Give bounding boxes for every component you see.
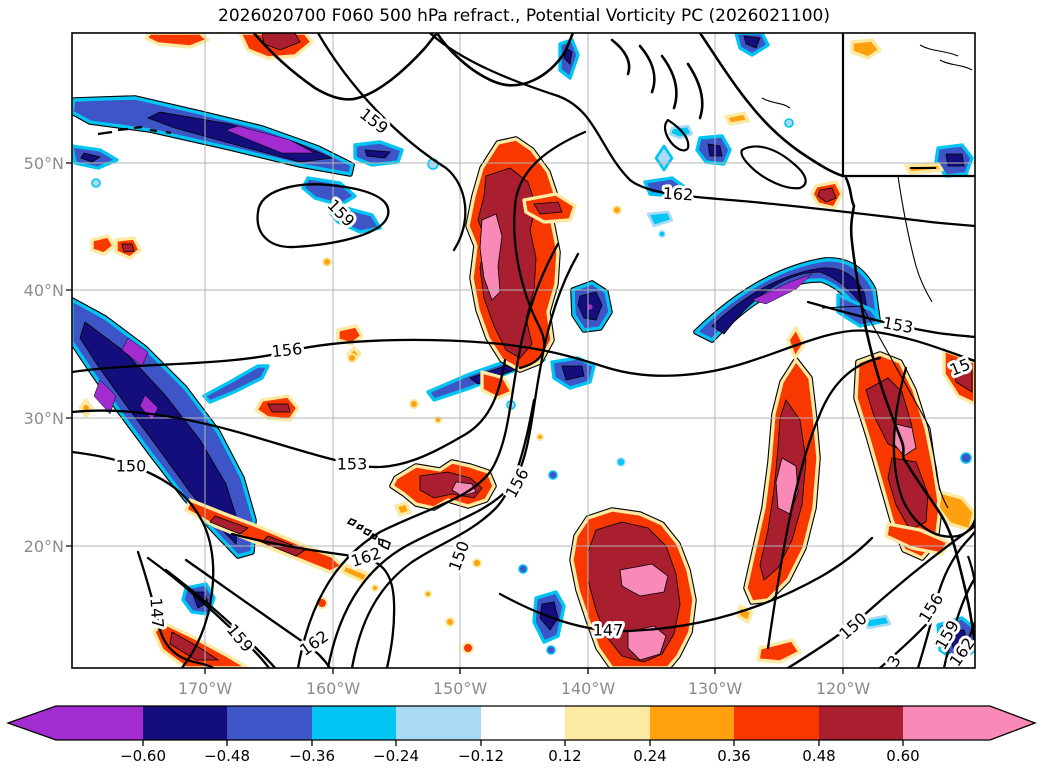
contour-label: 162 [662, 184, 693, 205]
colorbar-tick-label: −0.60 [120, 747, 166, 765]
colorbar-tick-label: 0.60 [886, 747, 919, 765]
contour-label: 153 [337, 455, 368, 474]
hawaii-islands [346, 518, 391, 551]
colorbar-tick-label: 0.36 [717, 747, 750, 765]
x-tick-label: 120°W [816, 679, 871, 698]
contour-label: 156 [271, 339, 303, 361]
plot-frame [71, 32, 976, 669]
x-axis-labels: 170°W 160°W 150°W 140°W 130°W 120°W [178, 679, 871, 698]
y-tick-label: 50°N [24, 154, 64, 173]
contour-label: 159 [356, 104, 392, 138]
colorbar-segment [481, 706, 565, 740]
y-axis-labels: 50°N 40°N 30°N 20°N [24, 154, 64, 556]
colorbar-segment [819, 706, 903, 740]
x-tick-label: 140°W [561, 679, 616, 698]
height-contours [72, 33, 975, 668]
positive-pv-regions [78, 33, 975, 668]
y-tick-label: 30°N [24, 409, 64, 428]
colorbar-tick-label: −0.12 [458, 747, 504, 765]
colorbar-segment [312, 706, 396, 740]
y-tick-label: 20°N [24, 537, 64, 556]
colorbar-tick-label: −0.48 [204, 747, 250, 765]
contour-label: 147 [593, 621, 624, 640]
colorbar-tick-label: −0.24 [373, 747, 419, 765]
plot-title: 2026020700 F060 500 hPa refract., Potent… [218, 6, 830, 26]
y-tick-label: 40°N [24, 281, 64, 300]
colorbar-outline [6, 705, 1037, 741]
colorbar-arrow-low [8, 706, 143, 740]
colorbar-segment [734, 706, 819, 740]
x-tick-label: 150°W [433, 679, 488, 698]
map-plot-area: 159 159 162 156 153 15 150 153 156 162 1… [72, 33, 975, 668]
x-tick-label: 170°W [178, 679, 233, 698]
colorbar-ticks [142, 740, 904, 746]
colorbar-tick-label: 0.12 [548, 747, 581, 765]
colorbar-tick-labels: −0.60 −0.48 −0.36 −0.24 −0.12 0.12 0.24 … [120, 747, 920, 765]
x-tick-label: 160°W [306, 679, 361, 698]
colorbar-tick-label: 0.24 [633, 747, 666, 765]
colorbar-segment [396, 706, 481, 740]
colorbar-segment [227, 706, 312, 740]
contour-label: 150 [116, 457, 147, 476]
colorbar-arrow-high [903, 706, 1035, 740]
colorbar-tick-label: −0.36 [289, 747, 335, 765]
colorbar: −0.60 −0.48 −0.36 −0.24 −0.12 0.12 0.24 … [6, 705, 1037, 765]
colorbar-segment [650, 706, 734, 740]
colorbar-segment [565, 706, 650, 740]
pv-specks [81, 118, 972, 655]
colorbar-tick-label: 0.48 [802, 747, 835, 765]
contour-label: 156 [502, 465, 533, 501]
coastlines [97, 33, 975, 646]
x-tick-label: 130°W [688, 679, 743, 698]
contour-label: 150 [445, 538, 473, 573]
contour-label: 156 [915, 590, 947, 626]
contour-label: 147 [146, 597, 167, 629]
axis-ticks [66, 162, 844, 674]
colorbar-segment [143, 706, 227, 740]
